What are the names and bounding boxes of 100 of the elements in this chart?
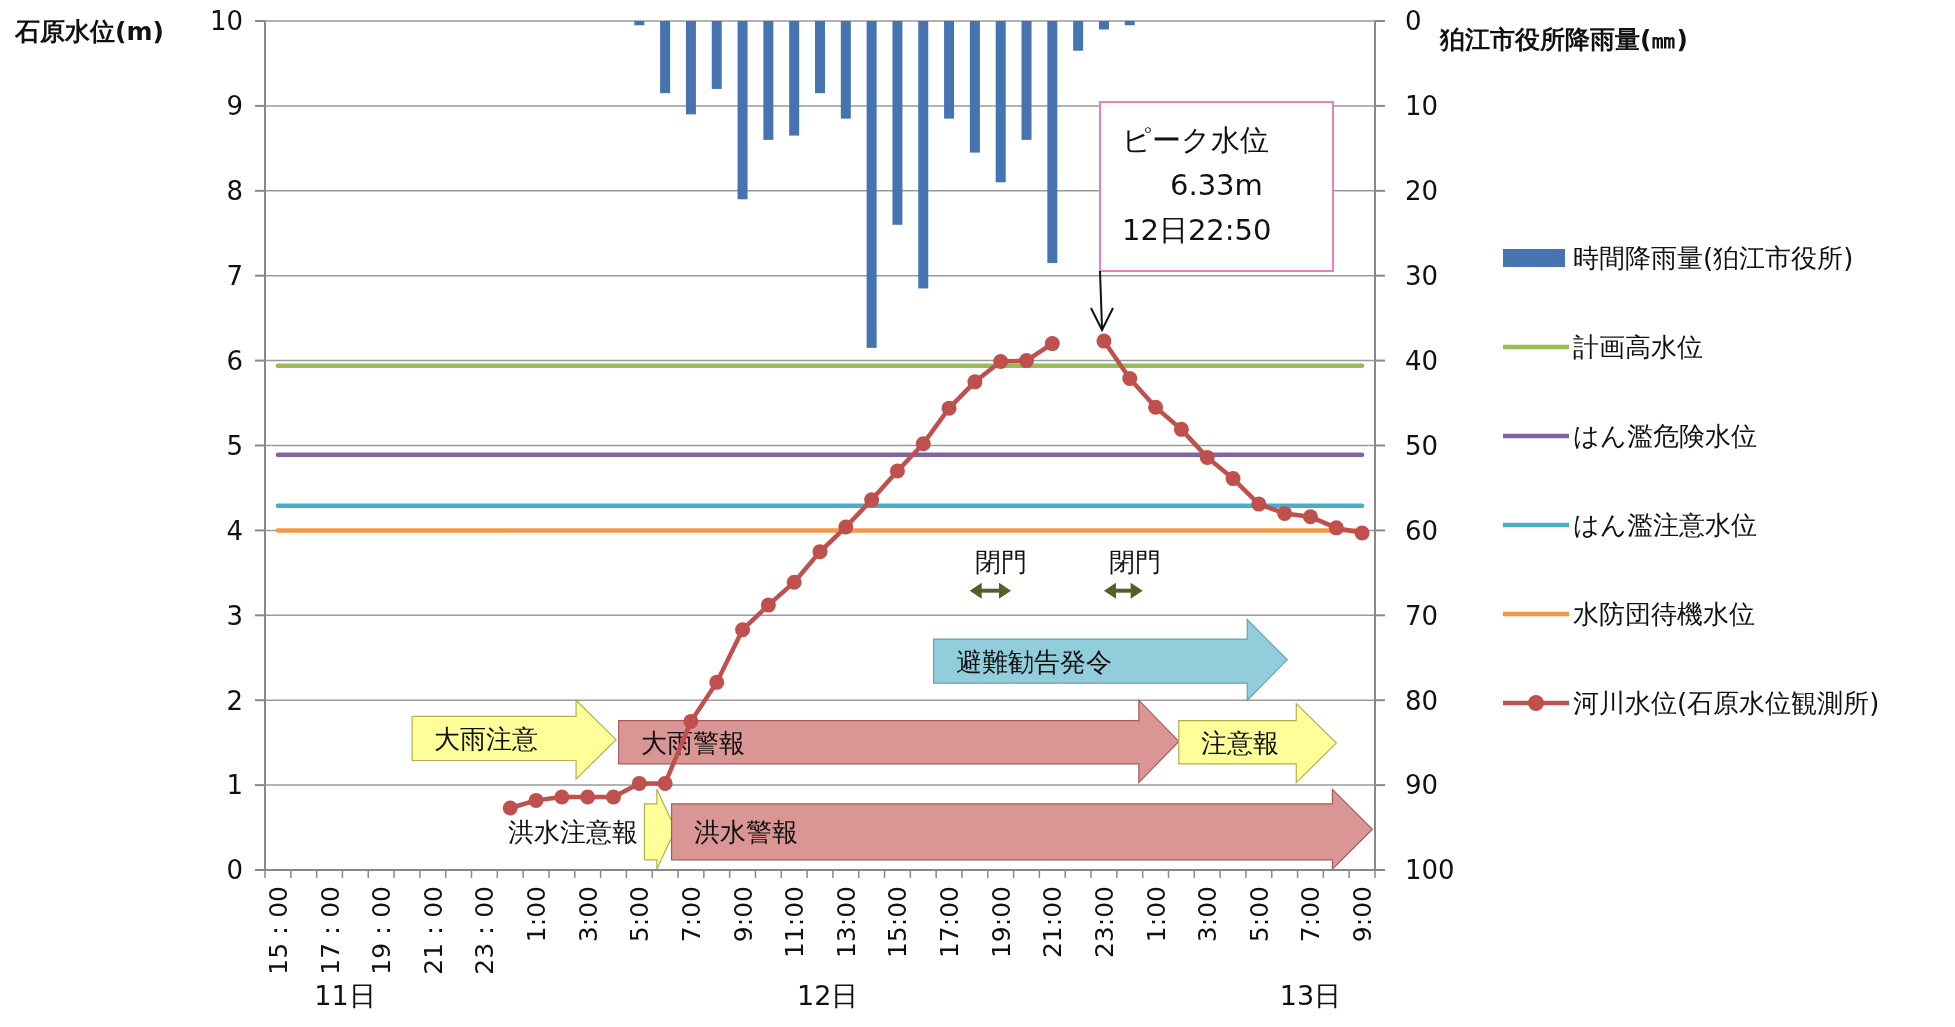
y2-tick-label: 40 [1405, 345, 1439, 376]
x-tick-label: 19:00 [986, 886, 1016, 959]
annotation: ピーク水位 6.33m 12日22:50 [1122, 123, 1272, 247]
bar [995, 21, 1006, 183]
y-tick-label: 3 [226, 600, 243, 631]
bar [1021, 21, 1032, 140]
bar [660, 21, 671, 94]
y-axis-title: 石原水位(m) [14, 17, 164, 46]
point [1225, 471, 1241, 487]
point [760, 597, 776, 613]
y2-axis-title: 狛江市役所降雨量(㎜) [1439, 25, 1688, 54]
point [1199, 449, 1215, 465]
y2-tick-label: 70 [1405, 600, 1439, 631]
bar [789, 21, 800, 136]
y-tick-label: 6 [226, 345, 243, 376]
y2-tick-label: 60 [1405, 515, 1439, 546]
point [864, 492, 880, 508]
bar [685, 21, 696, 115]
bar [840, 21, 851, 119]
bar [1098, 21, 1109, 30]
y-tick-label: 9 [226, 91, 243, 122]
annotation: 避難勧告発令 [955, 646, 1112, 677]
point [1096, 333, 1112, 349]
annotation: 大雨注意 [434, 723, 539, 754]
bar [815, 21, 825, 94]
text: 12日 [797, 980, 859, 1011]
point [709, 674, 725, 690]
point [838, 519, 854, 535]
x-tick-label: 21：00 [418, 886, 448, 975]
x-tick-label: 3:00 [1193, 886, 1223, 943]
y2-tick-label: 10 [1405, 91, 1439, 122]
x-tick-label: 11:00 [780, 886, 810, 959]
x-tick-label: 5:00 [625, 886, 655, 943]
x-tick-label: 7:00 [676, 886, 706, 943]
x-tick-label: 1:00 [1141, 886, 1171, 943]
point [967, 374, 983, 390]
legend-label: 河川水位(石原水位観測所) [1573, 688, 1880, 719]
x-tick-label: 13:00 [831, 886, 861, 959]
y-tick-label: 5 [226, 430, 243, 461]
y2-tick-label: 90 [1405, 770, 1439, 801]
annotation: 洪水警報 [693, 817, 798, 848]
x-tick-label: 23:00 [1089, 886, 1119, 959]
point [993, 353, 1009, 369]
bar [1073, 21, 1084, 51]
x-tick-label: 9:00 [728, 886, 758, 943]
point [605, 789, 621, 805]
point [812, 544, 828, 560]
point [1148, 399, 1164, 415]
x-tick-label: 21:00 [1038, 886, 1068, 959]
bar [969, 21, 980, 153]
point [502, 800, 518, 816]
y-tick-label: 7 [226, 261, 243, 292]
y-tick-label: 0 [226, 855, 243, 886]
bar [737, 21, 748, 200]
x-tick-label: 1:00 [522, 886, 552, 943]
bar [918, 21, 929, 289]
y2-tick-label: 0 [1405, 6, 1422, 37]
point [1019, 353, 1035, 369]
point [528, 792, 544, 808]
annotation: 閉門 [1108, 547, 1161, 578]
y2-tick-label: 80 [1405, 685, 1439, 716]
legend-label: はん濫注意水位 [1573, 510, 1757, 541]
point [554, 789, 570, 805]
point [657, 775, 673, 791]
y2-tick-label: 50 [1405, 430, 1439, 461]
x-tick-label: 7:00 [1296, 886, 1326, 943]
legend-label: 時間降雨量(狛江市役所) [1573, 243, 1854, 274]
point [941, 400, 957, 416]
y2-tick-label: 20 [1405, 176, 1439, 207]
point [1302, 509, 1318, 525]
text: 11日 [314, 980, 376, 1011]
x-tick-label: 17：00 [315, 886, 345, 975]
point [631, 775, 647, 791]
annotation: 注意報 [1200, 727, 1279, 758]
point [580, 789, 596, 805]
y-tick-label: 4 [226, 515, 243, 546]
bar [944, 21, 955, 119]
point [683, 713, 699, 729]
point [1354, 525, 1370, 541]
point [1328, 520, 1344, 536]
y-tick-label: 2 [226, 685, 243, 716]
x-tick-label: 15:00 [883, 886, 913, 959]
point [735, 622, 751, 638]
legend-label: 水防団待機水位 [1573, 599, 1755, 630]
x-tick-label: 19：00 [367, 886, 397, 975]
annotation: 洪水注意報 [507, 817, 638, 848]
x-tick-label: 5:00 [1244, 886, 1274, 943]
bar [892, 21, 903, 225]
point [1251, 496, 1267, 512]
x-tick-label: 3:00 [573, 886, 603, 943]
y-tick-label: 1 [226, 770, 243, 801]
legend-label: はん濫危険水位 [1573, 421, 1757, 452]
y2-tick-label: 100 [1405, 855, 1455, 886]
x-tick-label: 23：00 [470, 886, 500, 975]
annotation: 閉門 [974, 547, 1027, 578]
text: 13日 [1279, 980, 1342, 1011]
point [1044, 336, 1060, 352]
bar [763, 21, 774, 140]
y-tick-label: 8 [226, 176, 243, 207]
legend-label: 計画高水位 [1573, 332, 1703, 363]
